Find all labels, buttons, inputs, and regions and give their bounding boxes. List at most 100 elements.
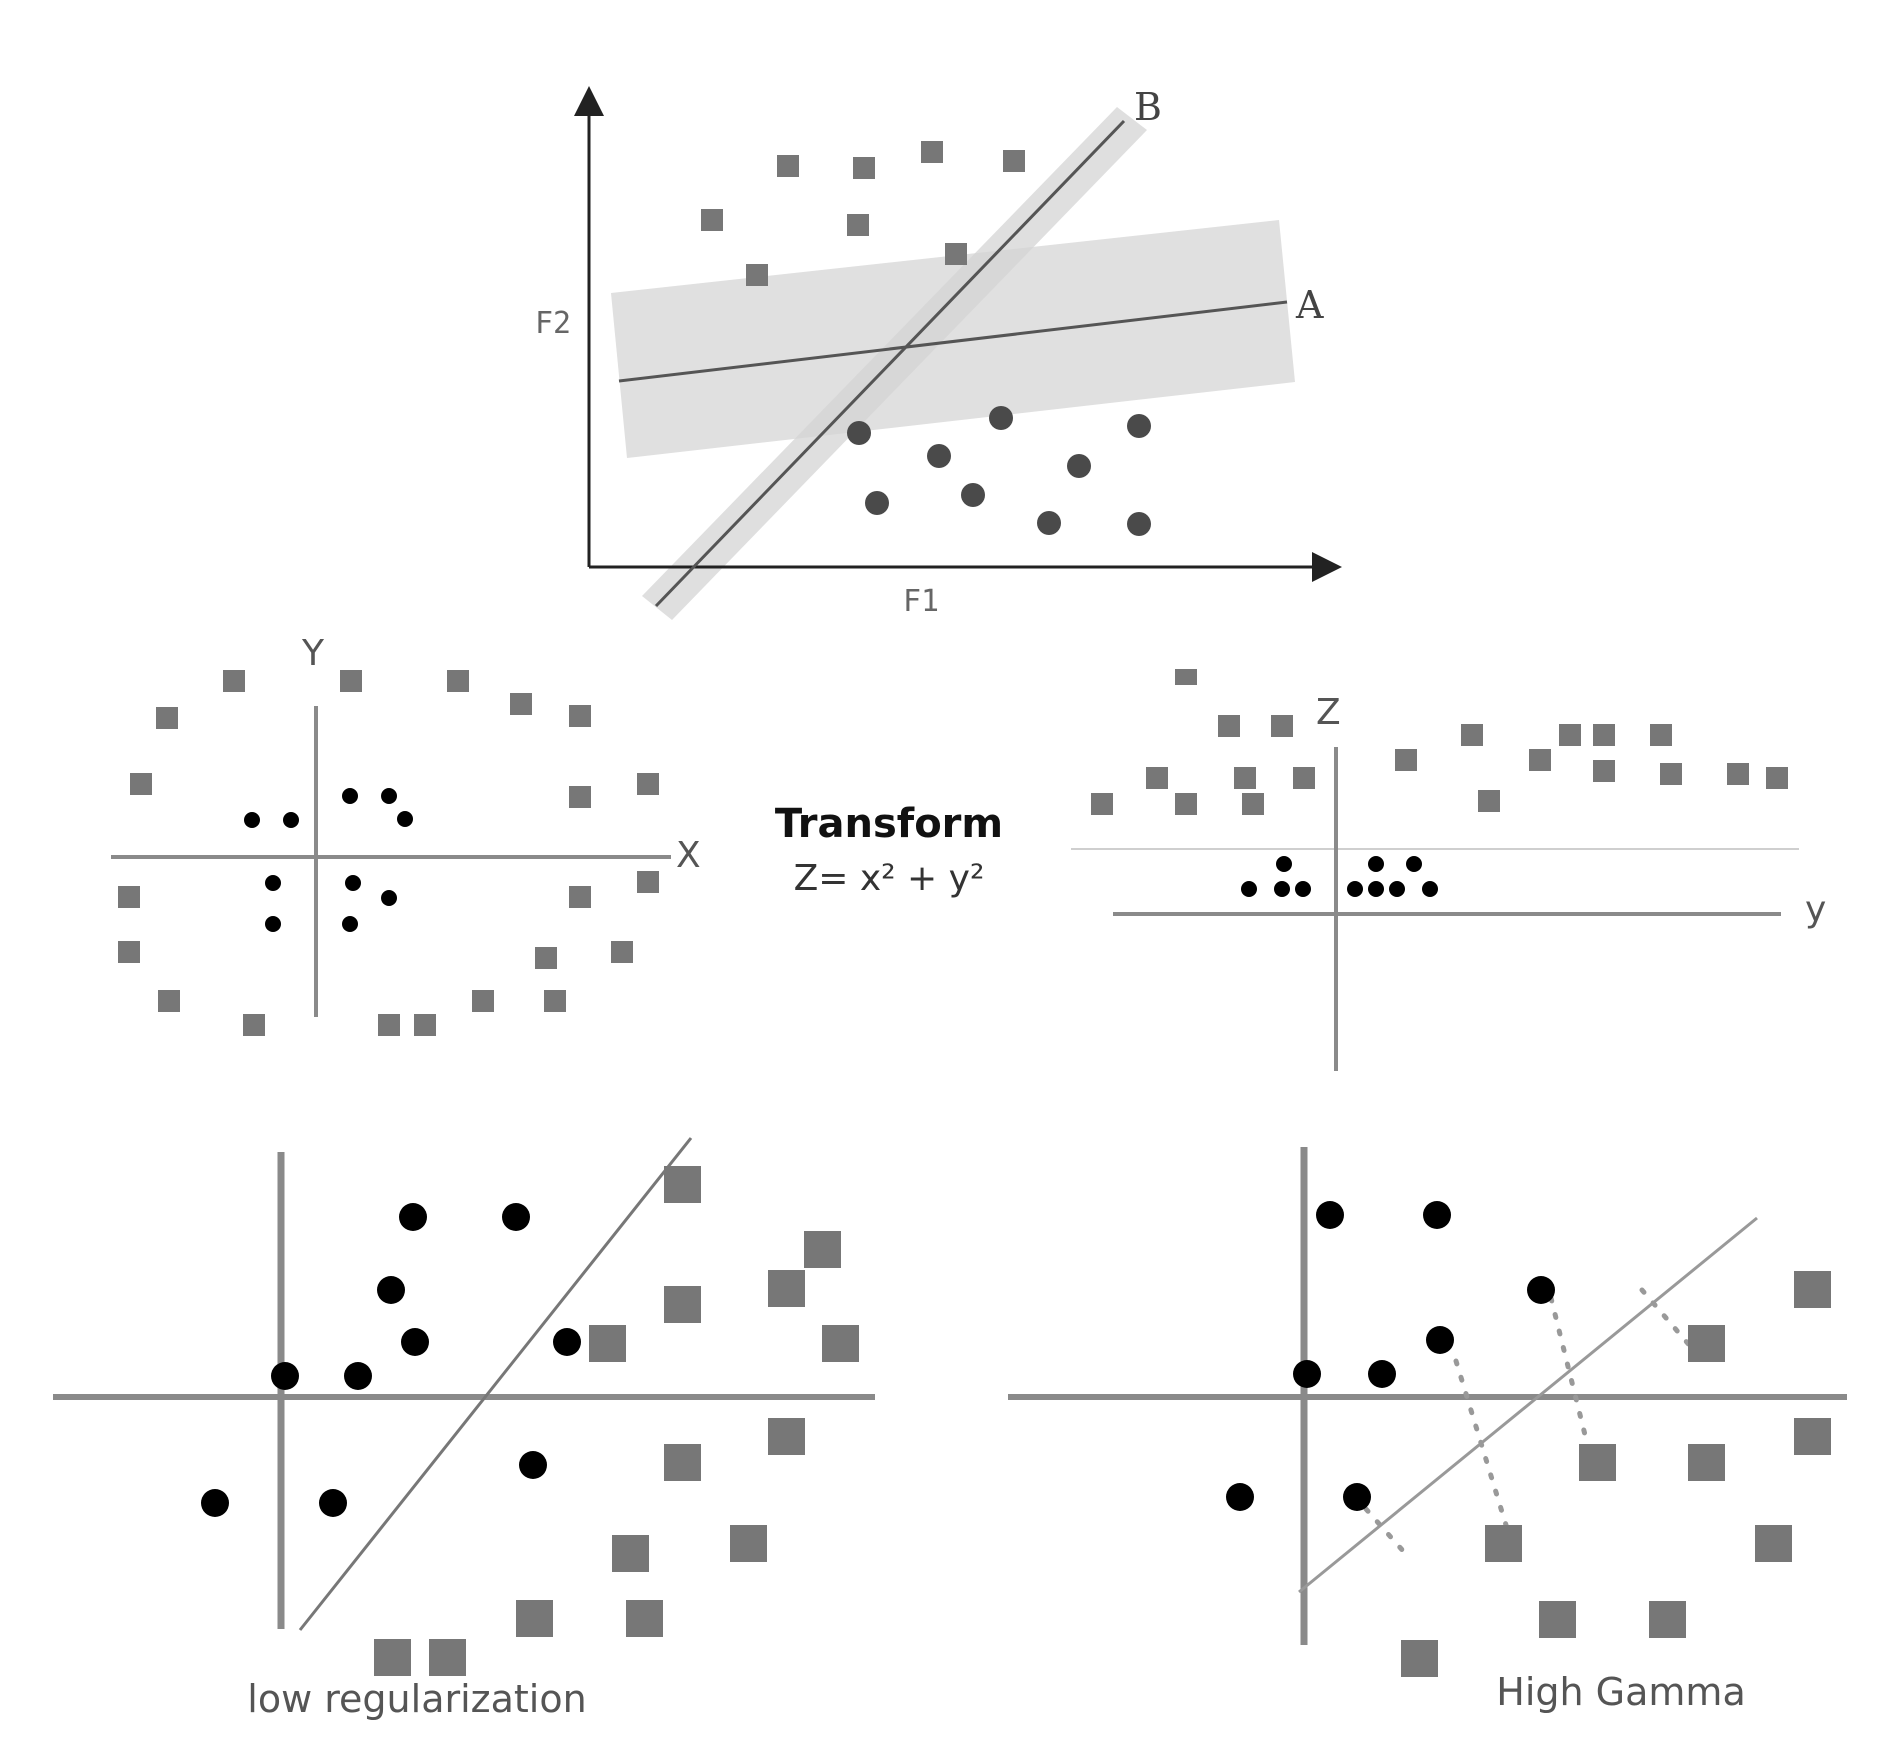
dot-point: [1422, 881, 1438, 897]
dot-point: [381, 890, 397, 906]
circle-point: [1426, 1326, 1454, 1354]
square-point: [921, 141, 943, 163]
circle-point: [377, 1276, 405, 1304]
square-point: [1593, 724, 1615, 746]
circle-point: [1368, 1360, 1396, 1388]
square-point: [847, 214, 869, 236]
square-point: [130, 773, 152, 795]
circle-point: [344, 1362, 372, 1390]
low-regularization-panel: low regularization: [53, 1137, 875, 1721]
high-gamma-panel: High Gamma: [1008, 1147, 1847, 1714]
square-point: [340, 670, 362, 692]
square-point: [664, 1286, 701, 1323]
square-point: [822, 1325, 859, 1362]
dot-point: [1276, 856, 1292, 872]
circle-point: [1067, 454, 1091, 478]
circular-data-panel: Y X: [111, 633, 701, 1036]
circle-point: [502, 1203, 530, 1231]
square-point: [777, 155, 799, 177]
y-axis-label: Y: [301, 633, 325, 674]
square-point: [1529, 749, 1551, 771]
high-gamma-circles: [1226, 1201, 1555, 1511]
f2-axis-label: F2: [535, 306, 571, 341]
square-point: [626, 1600, 663, 1637]
square-point: [1242, 793, 1264, 815]
square-point: [1650, 724, 1672, 746]
square-point: [156, 707, 178, 729]
square-point: [637, 773, 659, 795]
circle-point: [1127, 414, 1151, 438]
circle-point: [1316, 1201, 1344, 1229]
square-point: [768, 1270, 805, 1307]
square-point: [611, 941, 633, 963]
square-point: [472, 990, 494, 1012]
square-point: [516, 1600, 553, 1637]
square-point: [1579, 1444, 1616, 1481]
margin-band-a: [611, 220, 1295, 458]
square-point: [1478, 790, 1500, 812]
margin-comparison-panel: F2 F1 A B: [535, 85, 1342, 620]
square-point: [612, 1535, 649, 1572]
square-point: [664, 1166, 701, 1203]
circle-point: [1127, 512, 1151, 536]
dot-point: [342, 788, 358, 804]
square-point: [1649, 1601, 1686, 1638]
projected-squares: [1091, 669, 1788, 815]
square-point: [804, 1231, 841, 1268]
square-point: [1401, 1640, 1438, 1677]
line-a-label: A: [1295, 283, 1324, 327]
square-point: [569, 786, 591, 808]
square-point: [945, 243, 967, 265]
square-point: [1794, 1418, 1831, 1455]
decision-boundary: [1298, 1216, 1758, 1594]
square-point: [447, 670, 469, 692]
circle-point: [989, 406, 1013, 430]
margin-line: [1363, 1506, 1407, 1555]
dot-point: [397, 811, 413, 827]
square-point: [1234, 767, 1256, 789]
high-gamma-squares: [1401, 1271, 1831, 1677]
square-point: [730, 1525, 767, 1562]
transform-equation: Z= x² + y²: [794, 858, 985, 899]
circle-point: [519, 1451, 547, 1479]
circle-point: [401, 1328, 429, 1356]
line-b: [654, 119, 1126, 608]
circle-point: [1293, 1360, 1321, 1388]
square-point: [1688, 1444, 1725, 1481]
square-point: [1175, 669, 1197, 685]
square-point: [118, 886, 140, 908]
square-point: [243, 1014, 265, 1036]
ring-squares: [118, 670, 659, 1036]
square-point: [510, 693, 532, 715]
square-point: [544, 990, 566, 1012]
margin-circles: [847, 406, 1151, 536]
circle-point: [1037, 511, 1061, 535]
line-b-label: B: [1134, 85, 1162, 129]
square-point: [378, 1014, 400, 1036]
square-point: [118, 941, 140, 963]
square-point: [1727, 763, 1749, 785]
margin-line: [1453, 1358, 1516, 1551]
dot-point: [342, 916, 358, 932]
projected-dots: [1241, 856, 1438, 897]
low-reg-squares: [374, 1166, 859, 1676]
circle-point: [961, 483, 985, 507]
square-point: [1146, 767, 1168, 789]
square-point: [1688, 1325, 1725, 1362]
square-point: [1660, 763, 1682, 785]
square-point: [414, 1014, 436, 1036]
square-point: [746, 264, 768, 286]
square-point: [223, 670, 245, 692]
square-point: [1461, 724, 1483, 746]
dot-point: [1368, 856, 1384, 872]
circle-point: [1527, 1276, 1555, 1304]
square-point: [768, 1418, 805, 1455]
transform-label: Transform Z= x² + y²: [775, 801, 1003, 899]
panel-caption: High Gamma: [1496, 1670, 1745, 1714]
square-point: [1593, 760, 1615, 782]
dot-point: [265, 875, 281, 891]
dot-point: [1274, 881, 1290, 897]
square-point: [1003, 150, 1025, 172]
panel-caption: low regularization: [247, 1677, 586, 1721]
square-point: [569, 886, 591, 908]
